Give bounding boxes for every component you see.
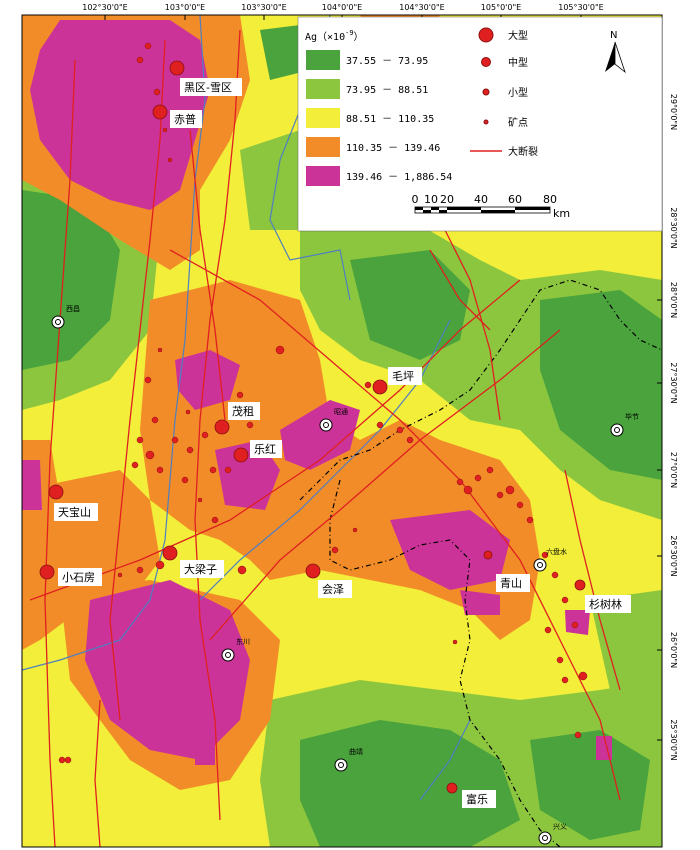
latitude-tick-label: 29°0'0"N — [669, 94, 678, 130]
legend-fault: 大断裂 — [470, 145, 538, 158]
city-liupanshui: 六盘水 — [533, 547, 567, 572]
svg-text:西昌: 西昌 — [66, 305, 80, 313]
svg-text:毕节: 毕节 — [625, 412, 639, 421]
svg-text:兴义: 兴义 — [553, 822, 567, 831]
legend-swatch — [306, 50, 340, 70]
city-xichang: 西昌 — [51, 305, 80, 329]
deposit-markers — [39, 60, 586, 794]
label-xiaoshifang: 小石房 — [58, 568, 102, 586]
latitude-tick-label: 27°0'0"N — [669, 452, 678, 488]
svg-text:会泽: 会泽 — [322, 583, 344, 596]
svg-text:毛坪: 毛坪 — [392, 370, 414, 383]
label-qingshan: 青山 — [496, 574, 530, 592]
label-heiqu-xuequ: 黑区-雪区 — [180, 78, 242, 96]
scale-bar: 0 10 20 40 60 80 km — [412, 193, 571, 220]
latitude-tick-label: 28°0'0"N — [669, 282, 678, 318]
city-bijie: 毕节 — [610, 412, 639, 437]
city-xingyi: 兴义 — [538, 822, 567, 845]
legend-swatch — [306, 166, 340, 186]
longitude-tick-label: 103°30'0"E — [241, 3, 286, 12]
label-maozu: 茂租 — [228, 402, 260, 420]
longitude-tick-label: 104°0'0"E — [322, 3, 362, 12]
legend-class-label: 110.35 － 139.46 — [346, 143, 440, 154]
longitude-tick-label: 105°30'0"E — [558, 3, 603, 12]
scale-tick-label: 20 — [440, 193, 454, 206]
svg-text:曲靖: 曲靖 — [349, 747, 363, 756]
latitude-tick-label: 25°30'0"N — [669, 719, 678, 760]
svg-text:矿点: 矿点 — [508, 116, 528, 129]
city-qujing: 曲靖 — [334, 747, 363, 772]
legend-large: 大型 — [478, 27, 528, 43]
svg-text:大型: 大型 — [508, 29, 528, 42]
label-fule: 富乐 — [462, 790, 496, 808]
svg-text:中型: 中型 — [508, 56, 528, 69]
svg-text:黑区-雪区: 黑区-雪区 — [184, 81, 232, 94]
label-maoping: 毛坪 — [388, 367, 422, 385]
scale-tick-label: 10 — [424, 193, 438, 206]
svg-text:青山: 青山 — [500, 577, 522, 590]
scale-tick-label: 60 — [508, 193, 522, 206]
city-markers: 西昌 昭通 毕节 六盘水 东川 曲靖 兴义 — [51, 305, 639, 845]
legend-swatch — [306, 108, 340, 128]
latitude-tick-label: 26°0'0"N — [669, 632, 678, 668]
longitude-tick-label: 104°30'0"E — [399, 3, 444, 12]
legend-class-label: 37.55 － 73.95 — [346, 56, 428, 67]
latitude-tick-label: 28°30'0"N — [669, 207, 678, 248]
legend-small: 小型 — [482, 86, 528, 99]
scale-labels: 0 10 20 40 60 80 — [412, 193, 558, 206]
deposit-labels: 黑区-雪区 赤普 茂租 乐红 毛坪 天宝山 小石房 大梁子 会泽 青山 杉树林 … — [54, 78, 631, 808]
longitude-tick-label: 105°0'0"E — [481, 3, 521, 12]
legend-symbols: 大型 中型 小型 矿点 大断裂 — [470, 27, 538, 158]
svg-text:大断裂: 大断裂 — [508, 145, 538, 158]
legend-class-label: 88.51 － 110.35 — [346, 114, 434, 125]
svg-text:东川: 东川 — [236, 637, 250, 646]
label-chipu: 赤普 — [170, 110, 202, 128]
legend-classes: 37.55 － 73.95 73.95 － 88.51 88.51 － 110.35… — [306, 50, 452, 186]
province-boundary — [299, 279, 662, 847]
legend-class-label: 139.46 － 1,886.54 — [346, 172, 452, 183]
latitude-ticks: 29°0'0"N 28°30'0"N 28°0'0"N 27°30'0"N 27°0'0… — [657, 94, 678, 761]
svg-text:昭通: 昭通 — [334, 407, 348, 416]
svg-text:赤普: 赤普 — [174, 112, 196, 126]
city-zhaotong: 昭通 — [319, 407, 348, 432]
svg-text:六盘水: 六盘水 — [546, 547, 567, 556]
svg-text:富乐: 富乐 — [466, 792, 488, 806]
label-daliangzi: 大梁子 — [180, 560, 224, 578]
city-dongchuan: 东川 — [221, 637, 250, 662]
legend-class-label: 73.95 － 88.51 — [346, 85, 428, 96]
label-shanshulin: 杉树林 — [585, 595, 631, 613]
legend-swatch — [306, 79, 340, 99]
legend: Ag（×10-9） 37.55 － 73.95 73.95 － 88.51 88.5… — [297, 16, 663, 232]
scale-tick-label: 40 — [474, 193, 488, 206]
label-tianbaoshan: 天宝山 — [54, 503, 98, 521]
longitude-tick-label: 102°30'0"E — [82, 3, 127, 12]
svg-text:天宝山: 天宝山 — [58, 505, 91, 519]
longitude-tick-label: 103°0'0"E — [165, 3, 205, 12]
legend-title: Ag（×10-9） — [305, 29, 364, 43]
svg-text:小石房: 小石房 — [62, 571, 95, 584]
label-lehong: 乐红 — [250, 440, 282, 458]
svg-text:杉树林: 杉树林 — [589, 597, 622, 611]
scale-unit: km — [553, 207, 570, 220]
scale-tick-label: 0 — [412, 193, 419, 206]
svg-text:乐红: 乐红 — [254, 443, 276, 456]
svg-text:茂租: 茂租 — [232, 404, 254, 418]
legend-swatch — [306, 137, 340, 157]
legend-point: 矿点 — [483, 116, 528, 129]
legend-medium: 中型 — [481, 56, 528, 69]
ore-points — [58, 42, 588, 764]
svg-text:N: N — [610, 30, 617, 41]
latitude-tick-label: 26°30'0"N — [669, 535, 678, 576]
latitude-tick-label: 27°30'0"N — [669, 362, 678, 403]
north-arrow: N — [605, 30, 626, 74]
label-huize: 会泽 — [318, 580, 352, 598]
svg-text:小型: 小型 — [508, 86, 528, 99]
scale-tick-label: 80 — [543, 193, 557, 206]
svg-text:大梁子: 大梁子 — [184, 562, 217, 576]
